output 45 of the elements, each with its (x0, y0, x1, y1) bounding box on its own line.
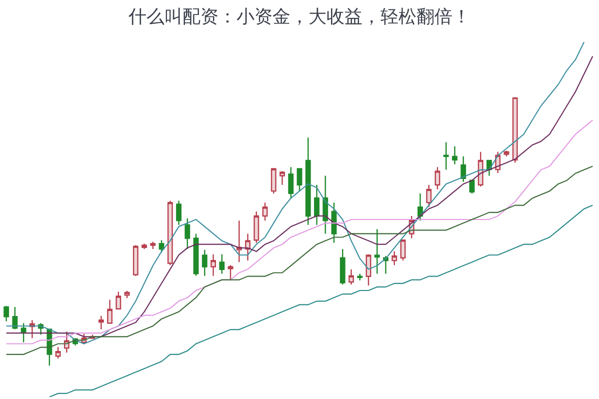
candlestick (176, 200, 182, 226)
candlestick (228, 264, 234, 282)
candlestick (20, 322, 26, 344)
candlestick (270, 168, 276, 194)
candlestick (55, 346, 61, 360)
candlestick (392, 250, 398, 266)
candlestick (142, 243, 147, 250)
candlestick (434, 166, 440, 190)
candlestick (357, 273, 363, 282)
candlestick (107, 299, 112, 324)
candlestick (150, 241, 156, 250)
candlestick (288, 166, 294, 199)
candlestick (478, 151, 484, 188)
chart-title: 什么叫配资：小资金，大收益，轻松翻倍！ (128, 6, 470, 28)
candlestick (184, 218, 190, 250)
candlestick (504, 150, 510, 158)
candlestick (98, 315, 104, 330)
candlestick (12, 306, 18, 330)
candlestick (322, 175, 328, 234)
candlestick (512, 97, 518, 164)
candlestick (374, 228, 380, 274)
candlestick (460, 156, 466, 183)
candlestick (116, 291, 122, 310)
candlestick (340, 248, 346, 286)
candlestick (193, 233, 199, 276)
candlestick (262, 202, 268, 222)
candlestick (426, 184, 432, 208)
candlestick (305, 137, 311, 226)
candlestick (254, 210, 260, 244)
candlestick (314, 184, 320, 226)
candlestick (219, 254, 225, 274)
candlestick (443, 142, 449, 170)
candlestick (132, 244, 138, 276)
candlestick (296, 168, 302, 192)
candlestick (348, 268, 354, 286)
candlestick (280, 170, 285, 186)
candlestick (400, 240, 406, 262)
candlestick (124, 290, 130, 299)
candlestick (4, 305, 10, 322)
candlestick (167, 200, 173, 266)
candlestick (418, 192, 423, 222)
candlestick (202, 249, 208, 276)
candlestick (210, 254, 216, 276)
candlestick (245, 233, 250, 262)
candlestick (452, 146, 458, 165)
